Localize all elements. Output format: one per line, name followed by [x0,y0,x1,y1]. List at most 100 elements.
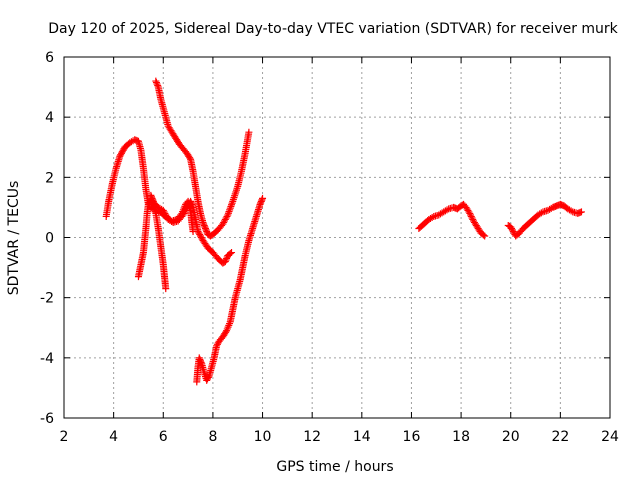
data-point [201,223,209,231]
data-point [481,232,489,240]
x-tick-label: 20 [502,429,520,445]
chart-title: Day 120 of 2025, Sidereal Day-to-day VTE… [48,21,618,37]
x-tick-label: 22 [551,429,569,445]
data-point [200,221,208,229]
data-point [196,230,204,238]
data-point [197,234,205,241]
data-point [468,214,476,222]
data-point [224,209,232,217]
data-point [203,227,211,235]
data-point [465,208,473,216]
data-point [428,213,436,221]
x-tick-label: 10 [254,429,272,445]
data-point [226,206,234,214]
x-tick-label: 8 [208,429,217,445]
data-point [202,226,210,234]
data-point [196,355,204,363]
x-tick-label: 2 [60,429,69,445]
data-point [181,208,189,216]
data-point [118,148,126,156]
data-point [195,354,203,362]
y-tick-label: 6 [45,50,54,66]
data-point [224,211,232,219]
data-point [187,197,195,205]
data-point [221,215,229,223]
data-point [195,229,203,237]
data-point [188,202,196,210]
data-point [567,207,575,215]
y-axis-label: SDTVAR / TECUs [6,181,22,296]
data-point [467,212,475,220]
data-point [228,249,236,257]
data-point [117,149,125,157]
data-point [197,358,205,366]
x-tick-label: 18 [452,429,470,445]
x-tick-label: 6 [159,429,168,445]
data-point [479,231,487,239]
data-point [220,217,228,225]
x-tick-label: 16 [403,429,421,445]
y-tick-label: 4 [45,110,54,126]
data-points [102,77,585,386]
data-point [259,194,267,202]
plot-frame [63,56,611,419]
data-point [466,209,474,217]
grid-lines [64,57,610,418]
data-point [160,208,168,216]
data-point [116,152,124,160]
data-point [469,215,477,223]
data-point [258,196,266,204]
data-point [194,227,202,235]
y-tick-label: 0 [45,231,54,247]
data-point [197,232,204,240]
x-tick-label: 14 [353,429,371,445]
data-point [204,375,212,383]
data-point [508,224,516,232]
data-point [228,199,236,207]
data-point [507,223,515,231]
data-point [200,220,208,228]
data-point [147,193,155,201]
data-point [467,211,475,219]
x-axis-label: GPS time / hours [276,459,393,475]
data-point [213,342,221,350]
data-point [162,285,170,293]
y-tick-label: -4 [40,351,54,367]
data-point [197,357,204,365]
data-point [509,227,517,235]
data-point [187,199,195,207]
data-point [179,211,187,219]
data-point [257,197,265,205]
data-point [203,376,211,384]
data-point [256,200,264,208]
data-point [219,220,227,228]
data-point [163,212,171,220]
data-point [152,77,160,85]
y-tick-label: -2 [40,291,54,307]
data-point [220,218,228,226]
data-point [199,218,207,226]
x-tick-label: 4 [109,429,118,445]
data-point [117,151,125,159]
data-point [159,206,167,214]
data-point [223,255,231,263]
data-point [222,256,230,264]
data-point [152,79,160,87]
x-tick-label: 12 [303,429,321,445]
x-tick-label: 24 [601,429,619,445]
data-point [188,200,196,208]
y-tick-label: 2 [45,170,54,186]
data-point [226,250,234,258]
data-point [226,204,234,212]
data-point [186,154,194,162]
data-point [182,206,190,214]
data-point [204,373,212,381]
data-point [227,202,235,210]
data-point [223,212,231,220]
data-point [228,201,236,209]
data-point [182,205,190,213]
data-point [180,209,188,217]
data-point [221,258,229,266]
